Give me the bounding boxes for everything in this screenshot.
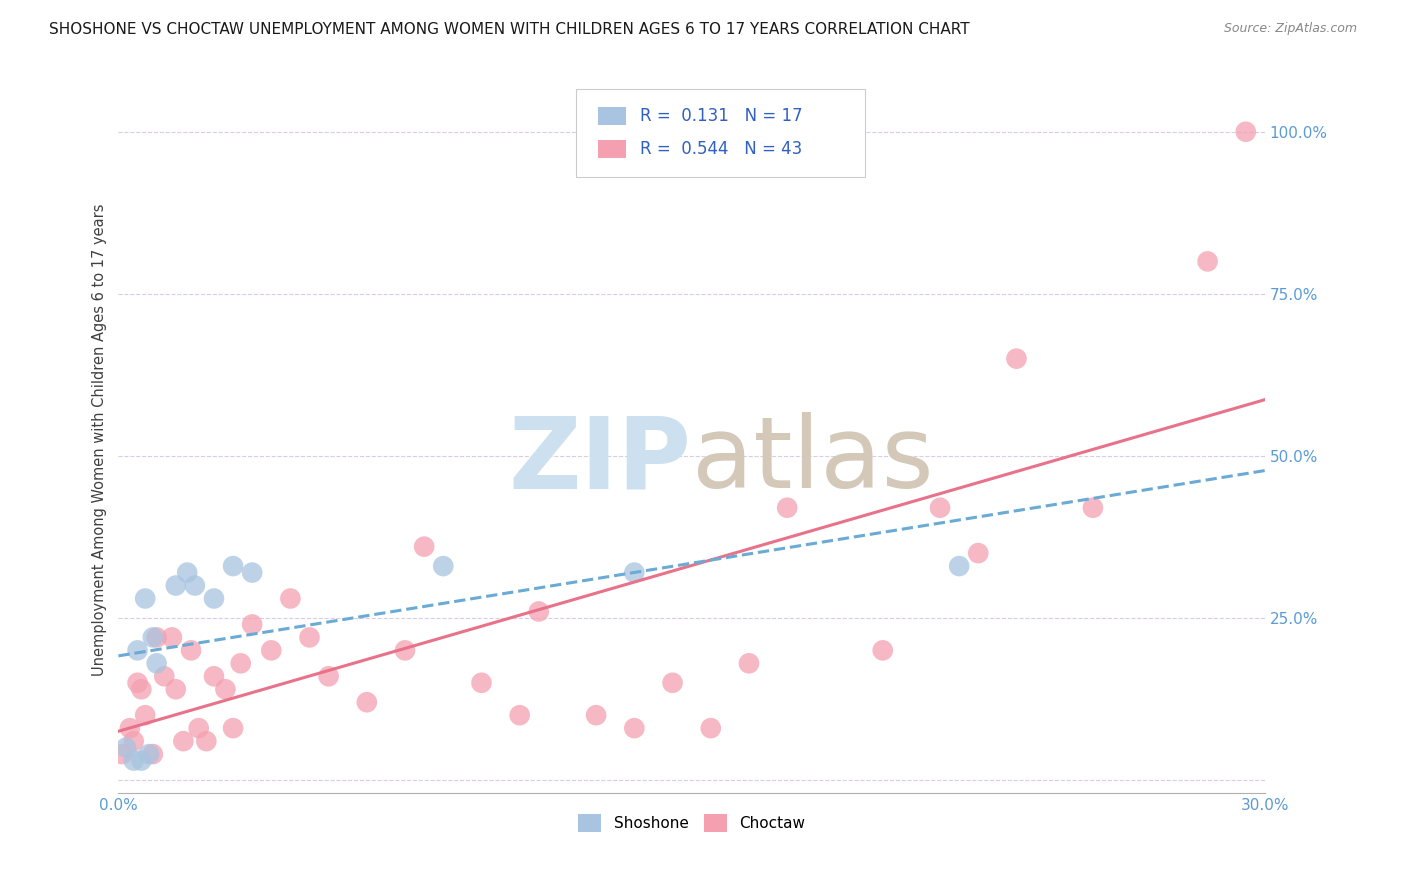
Point: [160, 631, 183, 645]
Point: [222, 721, 245, 735]
Point: [872, 643, 894, 657]
Point: [967, 546, 990, 560]
Legend: Shoshone, Choctaw: Shoshone, Choctaw: [572, 807, 811, 838]
Point: [585, 708, 607, 723]
Point: [145, 657, 167, 671]
Point: [623, 721, 645, 735]
Point: [111, 747, 134, 761]
Point: [240, 566, 263, 580]
Point: [240, 617, 263, 632]
Point: [134, 591, 156, 606]
Point: [187, 721, 209, 735]
Point: [176, 566, 198, 580]
Point: [229, 657, 252, 671]
Point: [131, 754, 153, 768]
Point: [214, 682, 236, 697]
Point: [776, 500, 799, 515]
Text: Source: ZipAtlas.com: Source: ZipAtlas.com: [1223, 22, 1357, 36]
Point: [134, 708, 156, 723]
Point: [184, 578, 207, 592]
Point: [172, 734, 194, 748]
Point: [127, 675, 149, 690]
Point: [298, 631, 321, 645]
Text: SHOSHONE VS CHOCTAW UNEMPLOYMENT AMONG WOMEN WITH CHILDREN AGES 6 TO 17 YEARS CO: SHOSHONE VS CHOCTAW UNEMPLOYMENT AMONG W…: [49, 22, 970, 37]
Point: [118, 721, 141, 735]
Point: [1197, 254, 1219, 268]
Point: [165, 578, 187, 592]
Point: [948, 559, 970, 574]
Point: [661, 675, 683, 690]
Point: [700, 721, 723, 735]
Point: [738, 657, 761, 671]
Point: [122, 754, 145, 768]
Point: [180, 643, 202, 657]
Point: [202, 669, 225, 683]
Point: [195, 734, 218, 748]
Point: [509, 708, 531, 723]
Point: [1081, 500, 1104, 515]
Point: [356, 695, 378, 709]
Point: [145, 631, 167, 645]
Point: [202, 591, 225, 606]
Point: [432, 559, 454, 574]
Point: [470, 675, 492, 690]
Text: R =  0.131   N = 17: R = 0.131 N = 17: [640, 107, 803, 125]
Point: [138, 747, 160, 761]
Text: R =  0.544   N = 43: R = 0.544 N = 43: [640, 140, 801, 158]
Point: [318, 669, 340, 683]
Point: [127, 643, 149, 657]
Point: [153, 669, 176, 683]
Point: [115, 740, 138, 755]
Point: [1005, 351, 1028, 366]
Point: [394, 643, 416, 657]
Point: [280, 591, 302, 606]
Point: [623, 566, 645, 580]
Text: atlas: atlas: [692, 412, 934, 509]
Y-axis label: Unemployment Among Women with Children Ages 6 to 17 years: Unemployment Among Women with Children A…: [93, 203, 107, 676]
Point: [142, 631, 165, 645]
Point: [413, 540, 436, 554]
Point: [929, 500, 952, 515]
Point: [222, 559, 245, 574]
Point: [260, 643, 283, 657]
Point: [142, 747, 165, 761]
Point: [122, 734, 145, 748]
Point: [1234, 125, 1257, 139]
Text: ZIP: ZIP: [509, 412, 692, 509]
Point: [165, 682, 187, 697]
Point: [527, 605, 550, 619]
Point: [131, 682, 153, 697]
